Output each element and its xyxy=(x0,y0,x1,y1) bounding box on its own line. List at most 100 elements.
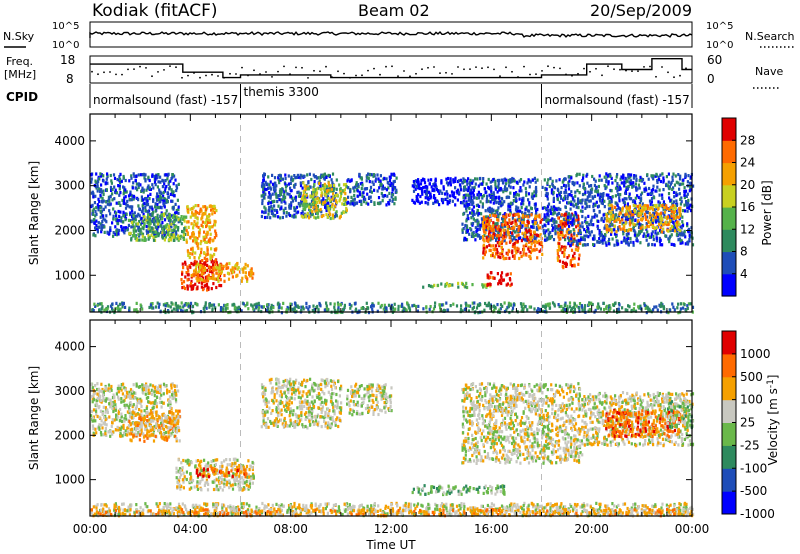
range-gate-cell xyxy=(268,205,271,209)
range-gate-cell xyxy=(470,234,473,238)
range-gate-cell xyxy=(307,187,310,191)
range-gate-cell xyxy=(625,210,628,214)
range-gate-cell xyxy=(484,225,487,230)
range-gate-cell xyxy=(177,207,180,211)
range-gate-cell xyxy=(592,223,595,227)
range-gate-cell xyxy=(579,230,582,234)
range-gate-cell xyxy=(314,203,317,207)
range-gate-cell xyxy=(136,214,139,218)
range-gate-cell xyxy=(576,181,579,185)
range-gate-cell xyxy=(639,304,642,308)
range-gate-cell xyxy=(653,204,656,208)
nave-point xyxy=(553,66,555,69)
range-gate-cell xyxy=(570,220,574,224)
range-gate-cell xyxy=(95,172,98,176)
range-gate-cell xyxy=(215,209,218,213)
range-gate-cell xyxy=(247,307,250,311)
range-gate-cell xyxy=(196,242,199,246)
range-gate-cell xyxy=(569,230,572,234)
range-gate-cell xyxy=(145,224,148,229)
range-gate-cell xyxy=(607,180,610,184)
range-gate-cell xyxy=(335,192,338,196)
range-gate-cell xyxy=(597,204,600,208)
range-gate-cell xyxy=(559,233,562,237)
range-gate-cell xyxy=(302,307,305,311)
range-gate-cell xyxy=(103,230,106,234)
range-gate-cell xyxy=(510,282,513,286)
range-gate-cell xyxy=(500,281,503,286)
range-gate-cell xyxy=(201,212,204,216)
nsky-tick-bottom: 10^0 xyxy=(52,40,79,51)
range-gate-cell xyxy=(501,219,505,223)
range-gate-cell xyxy=(302,193,305,198)
range-gate-cell xyxy=(513,256,516,260)
range-gate-cell xyxy=(293,206,296,210)
range-gate-cell xyxy=(352,186,355,190)
range-gate-cell xyxy=(507,208,510,212)
range-gate-cell xyxy=(305,301,308,305)
range-gate-cell xyxy=(355,183,358,187)
range-gate-cell xyxy=(670,242,673,246)
range-gate-cell xyxy=(452,180,455,184)
range-gate-cell xyxy=(678,187,681,191)
range-gate-cell xyxy=(197,269,200,273)
range-gate-cell xyxy=(645,211,648,215)
range-gate-cell xyxy=(514,249,517,253)
range-gate-cell xyxy=(333,305,336,309)
range-gate-cell xyxy=(500,246,503,250)
range-gate-cell xyxy=(504,215,507,220)
range-gate-cell xyxy=(187,220,190,224)
range-gate-cell xyxy=(625,216,628,220)
range-gate-cell xyxy=(427,178,430,182)
range-gate-cell xyxy=(303,207,307,212)
range-gate-cell xyxy=(269,216,272,220)
nave-point xyxy=(391,65,393,68)
range-gate-cell xyxy=(93,221,96,225)
range-gate-cell xyxy=(578,309,581,313)
range-gate-cell xyxy=(130,176,133,180)
range-gate-cell xyxy=(377,177,380,181)
range-gate-cell xyxy=(300,305,303,309)
range-gate-cell xyxy=(157,305,160,309)
range-gate-cell xyxy=(661,204,664,208)
range-gate-cell xyxy=(655,232,658,236)
range-gate-cell xyxy=(308,209,311,213)
nave-point xyxy=(583,67,585,70)
range-gate-cell xyxy=(627,243,630,247)
range-gate-cell xyxy=(474,233,477,237)
range-gate-cell xyxy=(672,243,675,247)
range-gate-cell xyxy=(686,180,689,184)
range-gate-cell xyxy=(517,247,520,251)
range-gate-cell xyxy=(601,194,604,198)
range-gate-cell xyxy=(348,302,351,306)
range-gate-cell xyxy=(632,226,635,230)
range-gate-cell xyxy=(96,227,99,231)
range-gate-cell xyxy=(587,226,590,230)
range-gate-cell xyxy=(570,239,573,243)
range-gate-cell xyxy=(137,183,140,187)
range-gate-cell xyxy=(555,220,558,224)
cpid-label: CPID xyxy=(6,90,38,104)
range-gate-cell xyxy=(471,191,474,195)
range-gate-cell xyxy=(489,271,492,275)
range-gate-cell xyxy=(311,210,314,214)
range-gate-cell xyxy=(160,196,163,200)
range-gate-cell xyxy=(187,302,190,306)
range-gate-cell xyxy=(657,231,660,235)
range-gate-cell xyxy=(544,234,547,238)
range-gate-cell xyxy=(302,174,305,178)
range-gate-cell xyxy=(482,215,485,219)
range-gate-cell xyxy=(269,180,272,184)
range-gate-cell xyxy=(471,221,475,226)
range-gate-cell xyxy=(149,192,152,196)
range-gate-cell xyxy=(670,217,673,221)
range-gate-cell xyxy=(588,204,591,209)
range-gate-cell xyxy=(413,185,416,189)
range-gate-cell xyxy=(505,256,508,260)
range-gate-cell xyxy=(117,201,120,205)
range-gate-cell xyxy=(558,259,562,263)
range-gate-cell xyxy=(128,306,131,310)
range-gate-cell xyxy=(200,251,203,255)
range-gate-cell xyxy=(269,194,272,198)
range-gate-cell xyxy=(128,308,131,312)
